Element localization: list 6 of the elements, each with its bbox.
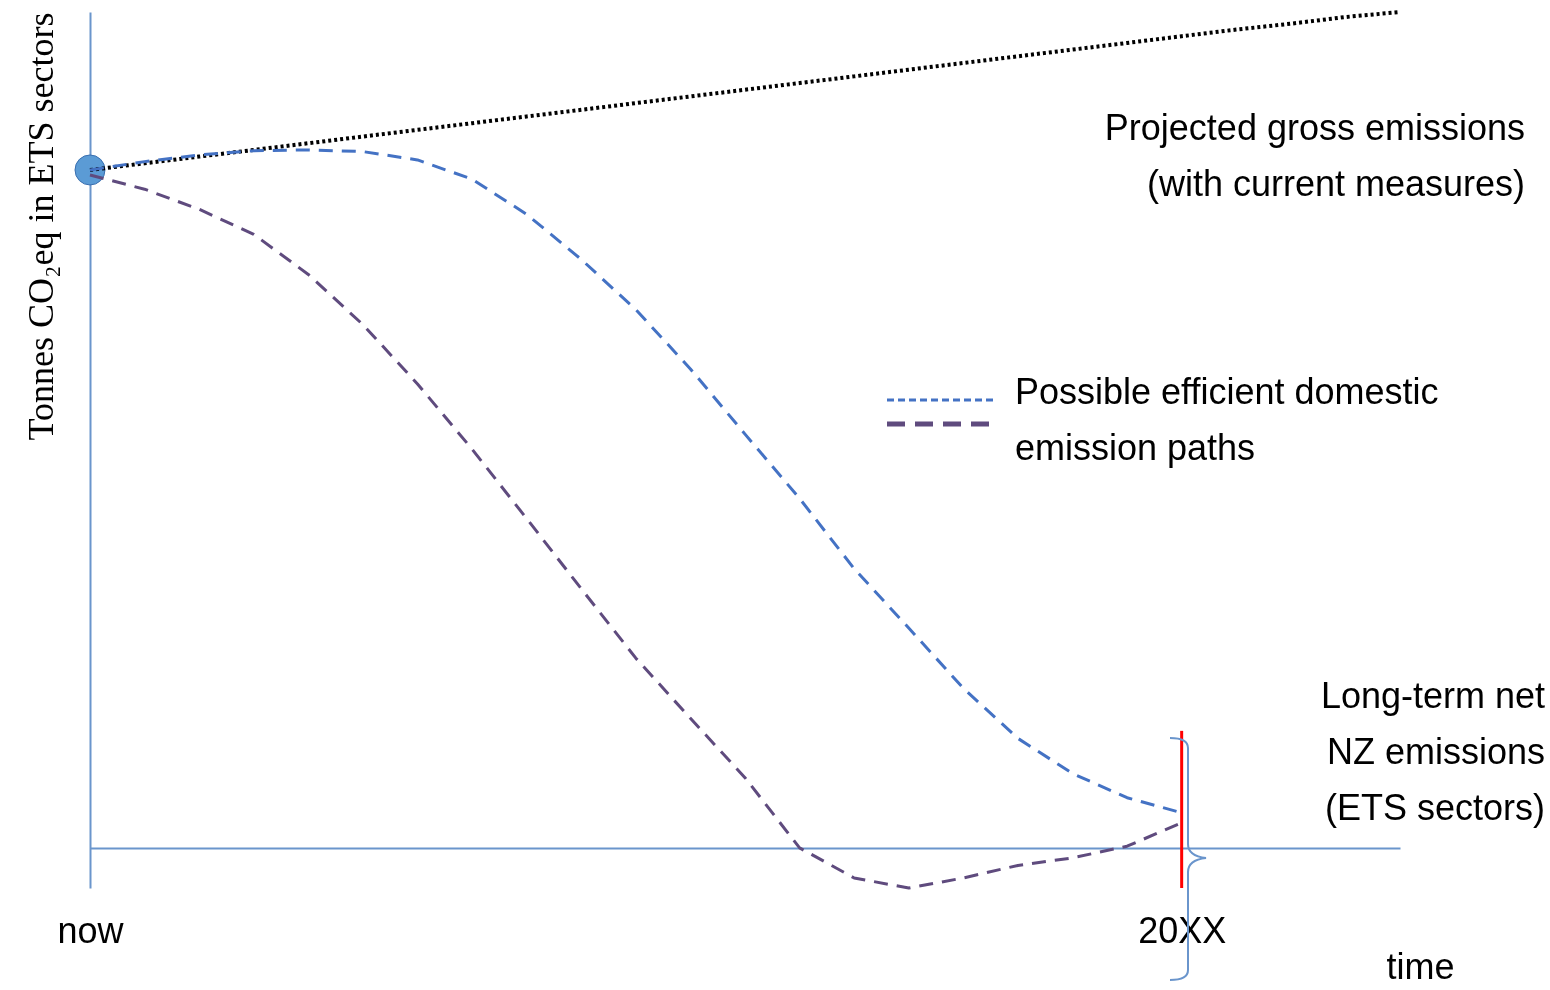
x-axis-title: time <box>1386 945 1455 987</box>
y-axis-title: Tonnes CO₂eq in ETS sectors <box>20 12 61 441</box>
annotation: Possible efficient domestic emission paths <box>1015 370 1440 470</box>
series-label: Projected gross emissions (with current measures) <box>1103 106 1525 206</box>
x-tick-label: now <box>57 909 125 951</box>
annotation: Long-term net NZ emissions (ETS sectors) <box>1319 674 1545 830</box>
